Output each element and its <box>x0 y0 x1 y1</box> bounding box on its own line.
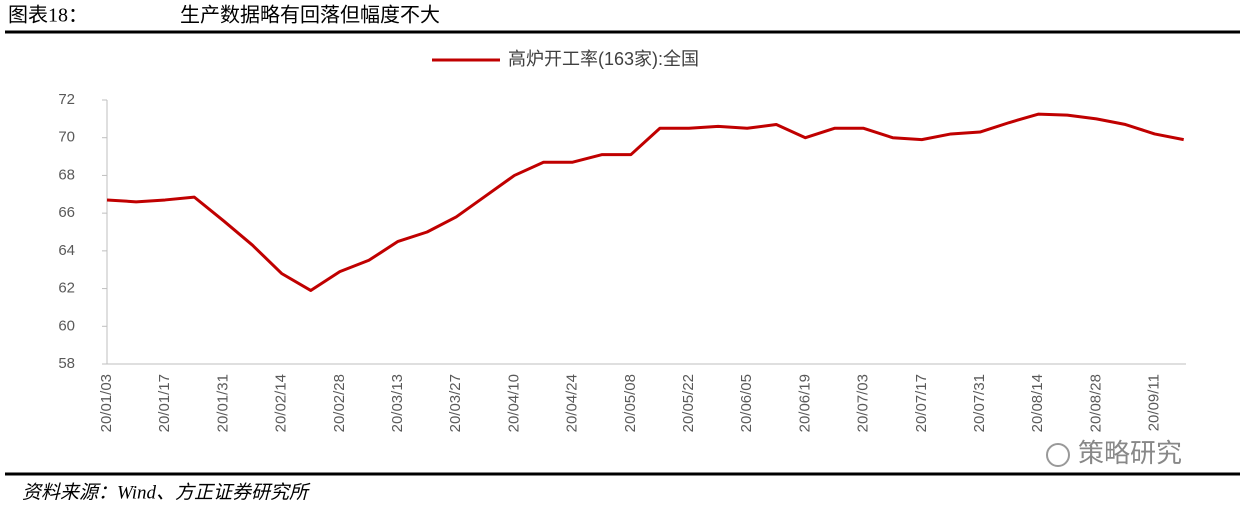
x-tick-label: 20/01/17 <box>156 374 173 432</box>
x-tick-label: 20/04/10 <box>505 374 522 432</box>
watermark-icon <box>1046 443 1070 467</box>
y-tick-label: 60 <box>58 317 75 334</box>
x-tick-label: 20/01/03 <box>98 374 115 432</box>
source-note: 资料来源：Wind、方正证券研究所 <box>22 481 311 503</box>
line-series <box>106 112 1184 292</box>
x-tick-label: 20/08/28 <box>1087 374 1104 432</box>
y-tick-label: 72 <box>58 91 75 108</box>
y-tick-label: 66 <box>58 204 75 221</box>
x-tick-label: 20/08/14 <box>1029 374 1046 432</box>
x-tick-label: 20/05/22 <box>680 374 697 432</box>
y-tick-label: 64 <box>58 242 75 259</box>
x-tick-label: 20/02/28 <box>331 374 348 432</box>
watermark: 策略研究 <box>1078 438 1182 468</box>
x-tick-label: 20/07/03 <box>855 374 872 432</box>
x-tick-label: 20/04/24 <box>564 374 581 432</box>
x-tick-label: 20/09/11 <box>1146 374 1163 431</box>
x-tick-label: 20/07/31 <box>971 374 988 432</box>
x-tick-label: 20/05/08 <box>622 374 639 432</box>
x-tick-label: 20/06/05 <box>738 374 755 432</box>
x-tick-label: 20/03/27 <box>447 374 464 432</box>
x-tick-label: 20/03/13 <box>389 374 406 432</box>
y-tick-label: 68 <box>58 166 75 183</box>
y-tick-label: 70 <box>58 129 75 146</box>
x-tick-label: 20/07/17 <box>913 374 930 432</box>
y-tick-label: 58 <box>58 355 75 372</box>
x-tick-label: 20/06/19 <box>796 374 813 432</box>
x-tick-label: 20/01/31 <box>214 374 231 432</box>
figure-title: 生产数据略有回落但幅度不大 <box>180 4 440 27</box>
legend-label: 高炉开工率(163家):全国 <box>508 49 699 69</box>
y-tick-label: 62 <box>58 280 75 297</box>
x-tick-label: 20/02/14 <box>273 374 290 432</box>
figure-label: 图表18： <box>8 4 88 27</box>
